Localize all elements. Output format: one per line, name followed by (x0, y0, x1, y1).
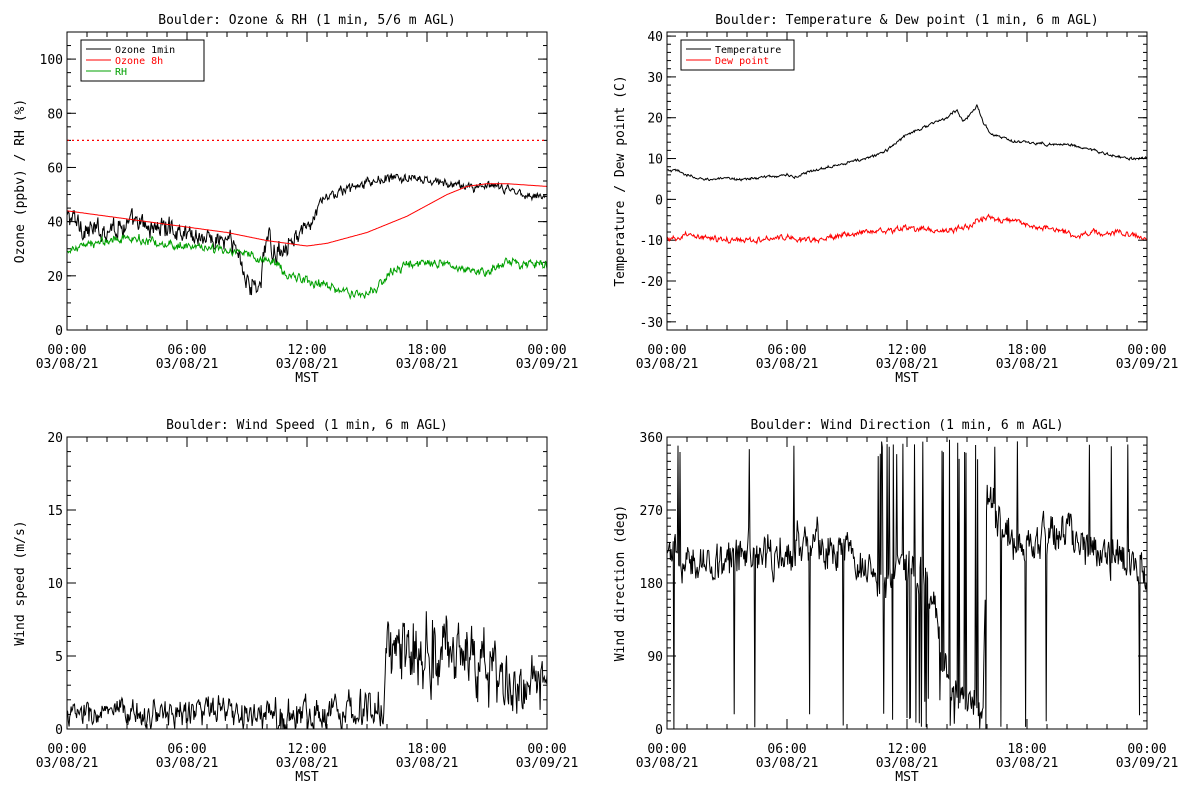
x-tick-date-label: 03/08/21 (996, 756, 1059, 771)
chart-1: Boulder: Ozone & RH (1 min, 5/6 m AGL)00… (13, 13, 578, 386)
x-tick-date-label: 03/08/21 (36, 756, 99, 771)
x-tick-time-label: 06:00 (767, 742, 806, 757)
x-tick-date-label: 03/08/21 (156, 357, 219, 372)
series-line (67, 611, 547, 729)
chart-title: Boulder: Wind Speed (1 min, 6 m AGL) (166, 418, 448, 433)
x-tick-date-label: 03/08/21 (876, 756, 939, 771)
x-tick-time-label: 18:00 (407, 343, 446, 358)
x-tick-date-label: 03/08/21 (756, 357, 819, 372)
y-tick-label: 0 (655, 723, 663, 738)
chart-4: Boulder: Wind Direction (1 min, 6 m AGL)… (613, 418, 1178, 785)
legend-entry: Dew point (715, 56, 769, 67)
y-tick-label: 60 (47, 161, 63, 176)
y-tick-label: 20 (647, 112, 663, 127)
x-tick-time-label: 12:00 (287, 343, 326, 358)
y-axis-label: Wind direction (deg) (613, 505, 628, 662)
x-tick-time-label: 00:00 (1127, 742, 1166, 757)
chart-title: Boulder: Temperature & Dew point (1 min,… (715, 13, 1099, 28)
x-tick-time-label: 00:00 (1127, 343, 1166, 358)
y-tick-label: -20 (640, 275, 663, 290)
x-tick-time-label: 00:00 (647, 343, 686, 358)
y-tick-label: 0 (55, 324, 63, 339)
y-tick-label: -30 (640, 316, 663, 331)
x-tick-date-label: 03/08/21 (876, 357, 939, 372)
x-tick-time-label: 12:00 (887, 742, 926, 757)
x-tick-date-label: 03/08/21 (996, 357, 1059, 372)
y-tick-label: 0 (655, 193, 663, 208)
series-line-ozone-8h (67, 183, 547, 247)
x-tick-time-label: 00:00 (47, 742, 86, 757)
x-tick-time-label: 06:00 (167, 742, 206, 757)
y-tick-label: 10 (647, 153, 663, 168)
y-tick-label: 20 (47, 270, 63, 285)
x-tick-date-label: 03/08/21 (396, 756, 459, 771)
x-tick-date-label: 03/09/21 (1116, 756, 1179, 771)
x-tick-date-label: 03/09/21 (1116, 357, 1179, 372)
x-axis-label: MST (895, 371, 919, 386)
x-tick-time-label: 12:00 (887, 343, 926, 358)
x-tick-date-label: 03/09/21 (516, 357, 579, 372)
y-axis-label: Ozone (ppbv) / RH (%) (13, 99, 28, 263)
x-tick-date-label: 03/08/21 (636, 756, 699, 771)
x-tick-date-label: 03/09/21 (516, 756, 579, 771)
x-axis-label: MST (295, 371, 319, 386)
series-line-temperature (667, 103, 1147, 182)
x-tick-time-label: 12:00 (287, 742, 326, 757)
y-tick-label: 15 (47, 504, 63, 519)
x-tick-date-label: 03/08/21 (156, 756, 219, 771)
y-tick-label: 10 (47, 577, 63, 592)
legend-box (680, 39, 795, 71)
x-tick-date-label: 03/08/21 (636, 357, 699, 372)
x-tick-time-label: 00:00 (647, 742, 686, 757)
plot-frame (66, 436, 548, 730)
x-tick-time-label: 00:00 (47, 343, 86, 358)
legend-entry: RH (115, 67, 127, 78)
x-tick-time-label: 00:00 (527, 742, 566, 757)
y-tick-label: 30 (647, 71, 663, 86)
x-tick-date-label: 03/08/21 (396, 357, 459, 372)
x-tick-time-label: 06:00 (767, 343, 806, 358)
y-tick-label: 360 (640, 431, 663, 446)
y-tick-label: 90 (647, 650, 663, 665)
y-axis-label: Wind speed (m/s) (13, 520, 28, 645)
x-tick-time-label: 00:00 (527, 343, 566, 358)
series-line-dew-point (667, 213, 1147, 245)
y-tick-label: -10 (640, 234, 663, 249)
plot-frame (66, 31, 548, 331)
chart-2: Boulder: Temperature & Dew point (1 min,… (613, 13, 1178, 386)
y-tick-label: 180 (640, 577, 663, 592)
y-tick-label: 100 (40, 53, 63, 68)
y-tick-label: 0 (55, 723, 63, 738)
x-tick-date-label: 03/08/21 (756, 756, 819, 771)
chart-3: Boulder: Wind Speed (1 min, 6 m AGL) 00:0… (13, 418, 578, 785)
legend-entry: Ozone 1min (115, 45, 175, 56)
y-tick-label: 80 (47, 107, 63, 122)
x-tick-time-label: 18:00 (1007, 742, 1046, 757)
x-tick-time-label: 06:00 (167, 343, 206, 358)
legend-entry: Ozone 8h (115, 56, 163, 67)
y-axis-label: Temperature / Dew point (C) (613, 75, 628, 286)
x-axis-label: MST (295, 770, 319, 785)
x-tick-date-label: 03/08/21 (36, 357, 99, 372)
chart-title: Boulder: Wind Direction (1 min, 6 m AGL) (750, 418, 1063, 433)
legend-entry: Temperature (715, 45, 781, 56)
series-line-rh (67, 234, 547, 301)
x-tick-date-label: 03/08/21 (276, 357, 339, 372)
x-axis-label: MST (895, 770, 919, 785)
plot-frame (666, 31, 1148, 331)
series-line (667, 439, 1147, 729)
y-tick-label: 270 (640, 504, 663, 519)
y-tick-label: 40 (47, 216, 63, 231)
x-tick-time-label: 18:00 (407, 742, 446, 757)
y-tick-label: 40 (647, 30, 663, 45)
x-tick-time-label: 18:00 (1007, 343, 1046, 358)
plot-frame (666, 436, 1148, 730)
y-tick-label: 5 (55, 650, 63, 665)
y-tick-label: 20 (47, 431, 63, 446)
x-tick-date-label: 03/08/21 (276, 756, 339, 771)
chart-title: Boulder: Ozone & RH (1 min, 5/6 m AGL) (158, 13, 455, 28)
